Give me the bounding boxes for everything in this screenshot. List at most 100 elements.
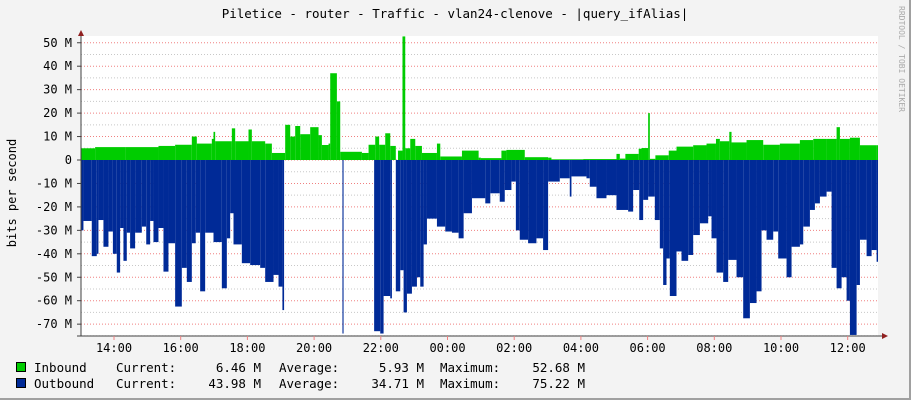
outbound-bar	[773, 160, 779, 232]
outbound-bar	[191, 160, 196, 244]
outbound-bar	[826, 160, 832, 192]
inbound-bar	[548, 157, 552, 160]
outbound-bar	[743, 160, 750, 319]
outbound-bar	[708, 160, 712, 217]
outbound-bar	[876, 160, 878, 262]
outbound-bar	[846, 160, 850, 301]
outbound-bar	[543, 160, 549, 251]
outbound-bar	[786, 160, 792, 278]
outbound-bar	[663, 160, 667, 285]
inbound-bar	[405, 148, 411, 160]
legend-name: Outbound	[34, 376, 94, 391]
outbound-bar	[200, 160, 206, 292]
x-tick-label: 14:00	[96, 341, 132, 355]
outbound-bar	[130, 160, 136, 249]
outbound-bar	[426, 160, 437, 219]
inbound-bar	[385, 133, 391, 160]
outbound-bar	[233, 160, 242, 245]
x-tick-label: 00:00	[429, 341, 465, 355]
inbound-bar	[235, 141, 249, 160]
outbound-bar	[374, 160, 381, 332]
outbound-bar	[135, 160, 142, 233]
inbound-bar	[318, 135, 322, 160]
legend-maximum-label: Maximum:	[440, 360, 500, 375]
y-tick-label: -20 M	[36, 200, 72, 214]
legend-maximum: 75.22 M	[532, 376, 585, 391]
x-tick-label: 02:00	[496, 341, 532, 355]
inbound-bar	[746, 140, 764, 160]
outbound-bar	[688, 160, 694, 255]
outbound-bar	[648, 160, 655, 197]
inbound-bar	[196, 143, 212, 160]
watermark: RRDTOOL / TOBI OETIKER	[897, 6, 906, 112]
legend-name: Inbound	[34, 360, 87, 375]
inbound-bar	[368, 144, 376, 160]
outbound-bar	[716, 160, 724, 273]
outbound-bar	[141, 160, 147, 227]
outbound-bar	[639, 160, 644, 221]
outbound-bar	[643, 160, 649, 200]
outbound-bar	[803, 160, 810, 227]
outbound-bar	[420, 160, 424, 287]
outbound-bar	[519, 160, 529, 240]
legend-current-label: Current:	[116, 360, 176, 375]
outbound-bar	[250, 160, 261, 266]
outbound-bar	[628, 160, 634, 212]
inbound-bar	[125, 147, 159, 160]
inbound-bar	[375, 136, 380, 160]
inbound-bar	[191, 136, 197, 160]
outbound-bar	[265, 160, 274, 282]
inbound-bar	[719, 141, 730, 160]
x-tick-label: 12:00	[830, 341, 866, 355]
inbound-bar	[328, 143, 331, 160]
inbound-bar	[336, 101, 341, 160]
outbound-bar	[458, 160, 464, 239]
outbound-bar	[511, 160, 516, 182]
outbound-bar	[205, 160, 214, 233]
x-axis-arrow-icon	[882, 333, 888, 339]
outbound-bar	[390, 160, 392, 299]
outbound-bar	[761, 160, 767, 231]
outbound-bar	[81, 160, 84, 231]
outbound-bar	[163, 160, 169, 272]
outbound-bar	[485, 160, 491, 204]
outbound-bar	[175, 160, 182, 307]
outbound-bar	[819, 160, 827, 197]
inbound-bar	[361, 152, 369, 160]
outbound-bar	[666, 160, 670, 259]
outbound-bar	[123, 160, 127, 261]
outbound-bar	[849, 160, 857, 335]
outbound-bar	[559, 160, 570, 179]
outbound-bar	[400, 160, 404, 271]
inbound-bar	[638, 148, 642, 160]
inbound-bar	[340, 151, 362, 160]
outbound-bar	[606, 160, 617, 196]
inbound-bar	[625, 153, 639, 160]
inbound-bar	[248, 129, 252, 160]
outbound-bar	[260, 160, 266, 268]
x-ticks: 14:00 16:00 18:00 20:00 22:00 00:00 02:00 04:00…	[96, 336, 866, 355]
legend-current: 6.46 M	[216, 360, 261, 375]
outbound-bar	[809, 160, 815, 210]
x-tick-label: 22:00	[363, 341, 399, 355]
x-tick-label: 04:00	[563, 341, 599, 355]
y-tick-label: -50 M	[36, 270, 72, 284]
outbound-bar	[158, 160, 164, 229]
outbound-bar	[633, 160, 640, 191]
y-tick-label: 40 M	[43, 59, 72, 73]
inbound-bar	[410, 138, 416, 160]
outbound-bar	[711, 160, 717, 239]
y-ticks: 50 M 40 M 30 M 20 M 10 M 0 -10 M -20 M -30 M -40 …	[36, 36, 81, 331]
inbound-bar	[779, 143, 800, 160]
outbound-bar	[98, 160, 104, 221]
inbound-bar	[655, 155, 669, 160]
inbound-bar	[295, 125, 301, 160]
inbound-bar	[648, 113, 650, 160]
outbound-bar	[120, 160, 124, 229]
inbound-bar	[436, 143, 441, 160]
x-tick-label: 10:00	[763, 341, 799, 355]
outbound-bar	[108, 160, 113, 232]
inbound-bar	[849, 137, 860, 160]
outbound-bar	[515, 160, 520, 231]
y-tick-label: -70 M	[36, 317, 72, 331]
